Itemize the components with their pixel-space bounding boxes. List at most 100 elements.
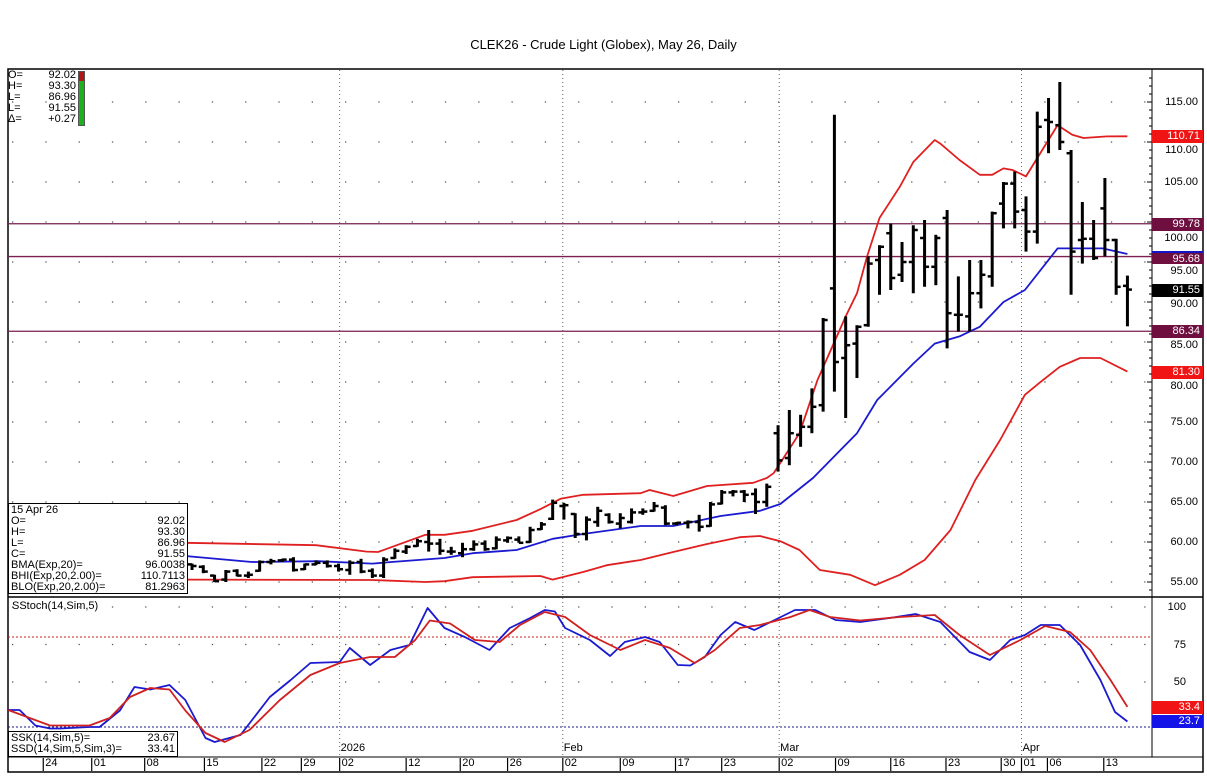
label: L= xyxy=(8,91,21,103)
price-axis-label: 70.00 xyxy=(1170,456,1198,468)
price-bar xyxy=(1055,82,1065,150)
price-bar xyxy=(998,182,1008,229)
series-blo xyxy=(185,357,1128,587)
label: BLO(Exp,20,2.00)= xyxy=(11,581,106,593)
price-axis-label: 80.00 xyxy=(1170,379,1198,392)
price-bar xyxy=(694,514,704,532)
price-bar xyxy=(976,260,986,309)
price-bar xyxy=(559,502,569,520)
price-bar xyxy=(548,499,558,521)
horizontal-lines[interactable] xyxy=(8,223,1152,332)
series-bhi xyxy=(185,124,1128,553)
price-bar xyxy=(424,530,434,552)
price-bar xyxy=(570,512,580,538)
stoch-tag: 33.4 xyxy=(1152,700,1203,714)
info-row: L= 86.96 xyxy=(11,538,185,549)
price-bar xyxy=(491,536,501,550)
label: Δ= xyxy=(8,113,22,125)
price-bar xyxy=(762,483,772,507)
stoch-axis-label: 50 xyxy=(1173,676,1186,688)
price-axis-label: 115.00 xyxy=(1165,96,1198,108)
price-bar xyxy=(931,234,941,286)
price-bar xyxy=(886,223,896,290)
price-bar xyxy=(1077,202,1087,264)
price-axis-label: 55.00 xyxy=(1170,576,1198,588)
series-ssd xyxy=(7,609,1129,743)
value: 93.30 xyxy=(157,526,185,538)
price-bar xyxy=(796,414,806,447)
x-tick-label: 24 xyxy=(45,757,58,769)
price-bar xyxy=(739,490,749,502)
price-bar xyxy=(593,506,603,527)
value: 96.0038 xyxy=(145,559,185,571)
month-label: Apr xyxy=(1022,742,1040,754)
x-tick-label: 16 xyxy=(892,757,905,769)
x-tick-label: 02 xyxy=(341,757,354,769)
price-bar xyxy=(965,260,975,332)
price-bar xyxy=(221,570,231,582)
price-bar xyxy=(649,502,659,513)
x-tick-label: 06 xyxy=(1049,757,1062,769)
x-tick-label: 30 xyxy=(1003,757,1016,769)
label: SSD(14,Sim,5,Sim,3)= xyxy=(11,743,122,755)
stoch-values-box: SSK(14,Sim,5)= 23.67 SSD(14,Sim,5,Sim,3)=… xyxy=(8,731,178,757)
x-tick-label: 15 xyxy=(206,757,219,769)
x-tick-label: 08 xyxy=(146,757,159,769)
price-bar xyxy=(942,210,952,349)
price-bar xyxy=(503,536,513,543)
price-axis-label: 105.00 xyxy=(1164,176,1198,188)
price-tag: 110.71 xyxy=(1152,130,1203,144)
price-bar xyxy=(300,563,310,571)
price-bar xyxy=(581,516,591,541)
x-tick-label: 02 xyxy=(564,757,578,769)
price-bar xyxy=(435,538,445,555)
ohlc-row-change: Δ= +0.27 xyxy=(8,114,78,125)
price-axis-label: 85.00 xyxy=(1170,339,1198,352)
price-tag: 81.30 xyxy=(1152,365,1203,379)
x-tick-label: 12 xyxy=(408,757,421,769)
price-bar xyxy=(604,513,614,524)
price-bar xyxy=(784,410,794,466)
price-bar xyxy=(458,542,467,558)
price-bar xyxy=(1044,98,1054,154)
price-axis-label: 60.00 xyxy=(1170,536,1198,548)
grid xyxy=(8,70,1152,756)
price-bar xyxy=(345,560,355,575)
price-bar xyxy=(1010,171,1020,229)
price-bar xyxy=(1111,238,1121,295)
price-axis-label: 95.00 xyxy=(1170,264,1198,277)
value: 81.2963 xyxy=(145,581,185,593)
month-label: Feb xyxy=(563,742,583,754)
label: L= xyxy=(8,102,21,114)
price-axis-label: 110.00 xyxy=(1165,144,1198,157)
price-bar xyxy=(210,574,220,583)
label: H= xyxy=(8,80,23,92)
price-bar xyxy=(953,276,963,332)
x-tick-label: 17 xyxy=(677,757,690,769)
price-bar xyxy=(390,548,400,560)
ohlc-row-high: H= 93.30 xyxy=(8,81,78,92)
price-axis-label: 100.00 xyxy=(1164,231,1198,244)
price-bar xyxy=(536,522,546,531)
info-row: H= 93.30 xyxy=(11,527,185,538)
price-bar xyxy=(874,245,884,295)
price-bar xyxy=(514,536,524,545)
info-date: 15 Apr 26 xyxy=(11,504,59,516)
price-bar xyxy=(897,242,907,282)
price-bar xyxy=(232,569,242,577)
price-bar xyxy=(401,545,411,554)
price-bar xyxy=(1089,220,1099,260)
info-row: C= 91.55 xyxy=(11,549,185,560)
price-bar xyxy=(908,225,918,294)
price-bar xyxy=(446,546,456,555)
info-row: BLO(Exp,20,2.00)= 81.2963 xyxy=(11,582,185,593)
value: +0.27 xyxy=(48,113,76,125)
price-bar xyxy=(863,256,873,327)
series-bma xyxy=(185,247,1128,565)
price-bar xyxy=(1100,178,1110,257)
x-tick-label: 13 xyxy=(1105,757,1118,769)
price-bar xyxy=(469,540,479,551)
ssd-row: SSD(14,Sim,5,Sim,3)= 33.41 xyxy=(11,744,175,755)
label: L= xyxy=(11,537,24,549)
